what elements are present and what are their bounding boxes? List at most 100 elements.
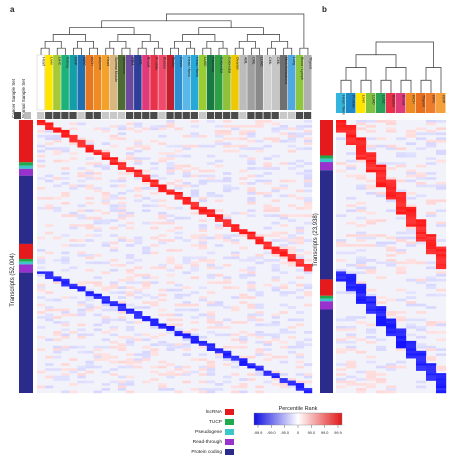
heatmap-cell xyxy=(231,345,240,349)
heatmap-cell xyxy=(166,122,175,126)
heatmap-cell xyxy=(271,251,280,255)
heatmap-cell xyxy=(134,353,143,356)
heatmap-cell xyxy=(386,318,397,322)
heatmap-cell xyxy=(174,296,183,299)
heatmap-cell xyxy=(37,149,46,153)
column-header: Bladder xyxy=(386,93,396,113)
heatmap-cell xyxy=(182,335,191,339)
heatmap-cell xyxy=(134,360,143,364)
heatmap-cell xyxy=(223,278,232,282)
heatmap-cell xyxy=(239,355,248,359)
heatmap-cell xyxy=(255,323,264,327)
heatmap-cell xyxy=(426,211,437,215)
heatmap-cell xyxy=(93,281,102,284)
heatmap-cell xyxy=(125,358,135,361)
heatmap-cell xyxy=(426,234,437,237)
heatmap-cell xyxy=(93,261,102,265)
heatmap-cell xyxy=(117,167,127,170)
heatmap-cell xyxy=(231,241,240,245)
heatmap-cell xyxy=(109,360,119,364)
heatmap-cell xyxy=(295,196,305,200)
column-header: KIRC xyxy=(77,55,86,110)
heatmap-cell xyxy=(134,266,143,270)
heatmap-cell xyxy=(109,258,119,262)
heatmap-cell xyxy=(279,340,288,344)
dendrogram-branch xyxy=(44,40,62,49)
heatmap-cell xyxy=(416,224,427,227)
heatmap-cell xyxy=(206,348,216,352)
heatmap-cell xyxy=(271,375,280,379)
heatmap-cell xyxy=(198,345,208,349)
heatmap-cell xyxy=(366,164,377,168)
heatmap-cell xyxy=(263,194,272,198)
heatmap-cell xyxy=(214,348,224,352)
heatmap-cell xyxy=(166,328,175,332)
heatmap-cell xyxy=(174,164,183,168)
heatmap-cell xyxy=(271,266,280,270)
heatmap-cell xyxy=(223,216,232,220)
heatmap-cell xyxy=(117,385,127,389)
heatmap-cell xyxy=(37,266,46,270)
heatmap-cell xyxy=(436,271,447,275)
heatmap-cell xyxy=(346,127,357,131)
heatmap-cell xyxy=(279,236,288,240)
heatmap-cell xyxy=(386,249,397,252)
heatmap-cell xyxy=(336,127,347,131)
heatmap-cell xyxy=(386,209,397,213)
heatmap-cell xyxy=(69,226,78,230)
heatmap-cell xyxy=(85,363,94,366)
heatmap-cell xyxy=(295,388,305,391)
heatmap-cell xyxy=(150,321,159,324)
heatmap-cell xyxy=(263,162,272,165)
heatmap-cell xyxy=(45,231,54,235)
heatmap-cell xyxy=(125,353,135,356)
heatmap-cell xyxy=(426,246,437,250)
heatmap-cell xyxy=(231,385,240,389)
heatmap-cell xyxy=(214,219,224,222)
heatmap-cell xyxy=(239,385,248,389)
dendrogram-branch xyxy=(355,54,397,68)
heatmap-cell xyxy=(247,365,256,369)
heatmap-cell xyxy=(85,296,94,299)
heatmap-cell xyxy=(117,184,127,188)
heatmap-cell xyxy=(366,184,377,188)
heatmap-cell xyxy=(198,343,208,347)
heatmap-cell xyxy=(37,134,46,138)
category-block xyxy=(320,158,333,163)
heatmap-cell xyxy=(287,335,297,339)
heatmap-cell xyxy=(255,236,264,240)
heatmap-cell xyxy=(336,373,347,376)
heatmap-cell xyxy=(376,348,387,352)
heatmap-cell xyxy=(231,239,240,242)
heatmap-cell xyxy=(45,276,54,280)
heatmap-cell xyxy=(117,380,127,384)
heatmap-cell xyxy=(376,378,387,381)
heatmap-cell xyxy=(174,293,183,297)
heatmap-cell xyxy=(125,286,135,289)
heatmap-cell xyxy=(271,137,280,141)
heatmap-cell xyxy=(303,291,313,294)
heatmap-cell xyxy=(376,365,387,369)
heatmap-cell xyxy=(263,179,272,183)
heatmap-cell xyxy=(45,368,54,371)
heatmap-cell xyxy=(436,120,447,123)
sample-set-cell xyxy=(150,112,158,119)
heatmap-cell xyxy=(117,206,127,210)
heatmap-cell xyxy=(396,164,407,168)
heatmap-cell xyxy=(263,380,272,384)
heatmap-cell xyxy=(295,236,305,240)
heatmap-cell xyxy=(158,199,167,203)
heatmap-cell xyxy=(336,328,347,332)
heatmap-cell xyxy=(101,316,110,319)
heatmap-cell xyxy=(117,278,127,282)
heatmap-cell xyxy=(117,383,127,386)
heatmap-cell xyxy=(206,194,216,198)
heatmap-cell xyxy=(239,363,248,366)
heatmap-cell xyxy=(101,330,110,334)
heatmap-cell xyxy=(166,330,175,334)
heatmap-cell xyxy=(77,286,86,289)
heatmap-cell xyxy=(198,234,208,237)
dendrogram-branch xyxy=(117,34,151,42)
heatmap-cell xyxy=(247,283,256,287)
category-block xyxy=(19,272,33,393)
